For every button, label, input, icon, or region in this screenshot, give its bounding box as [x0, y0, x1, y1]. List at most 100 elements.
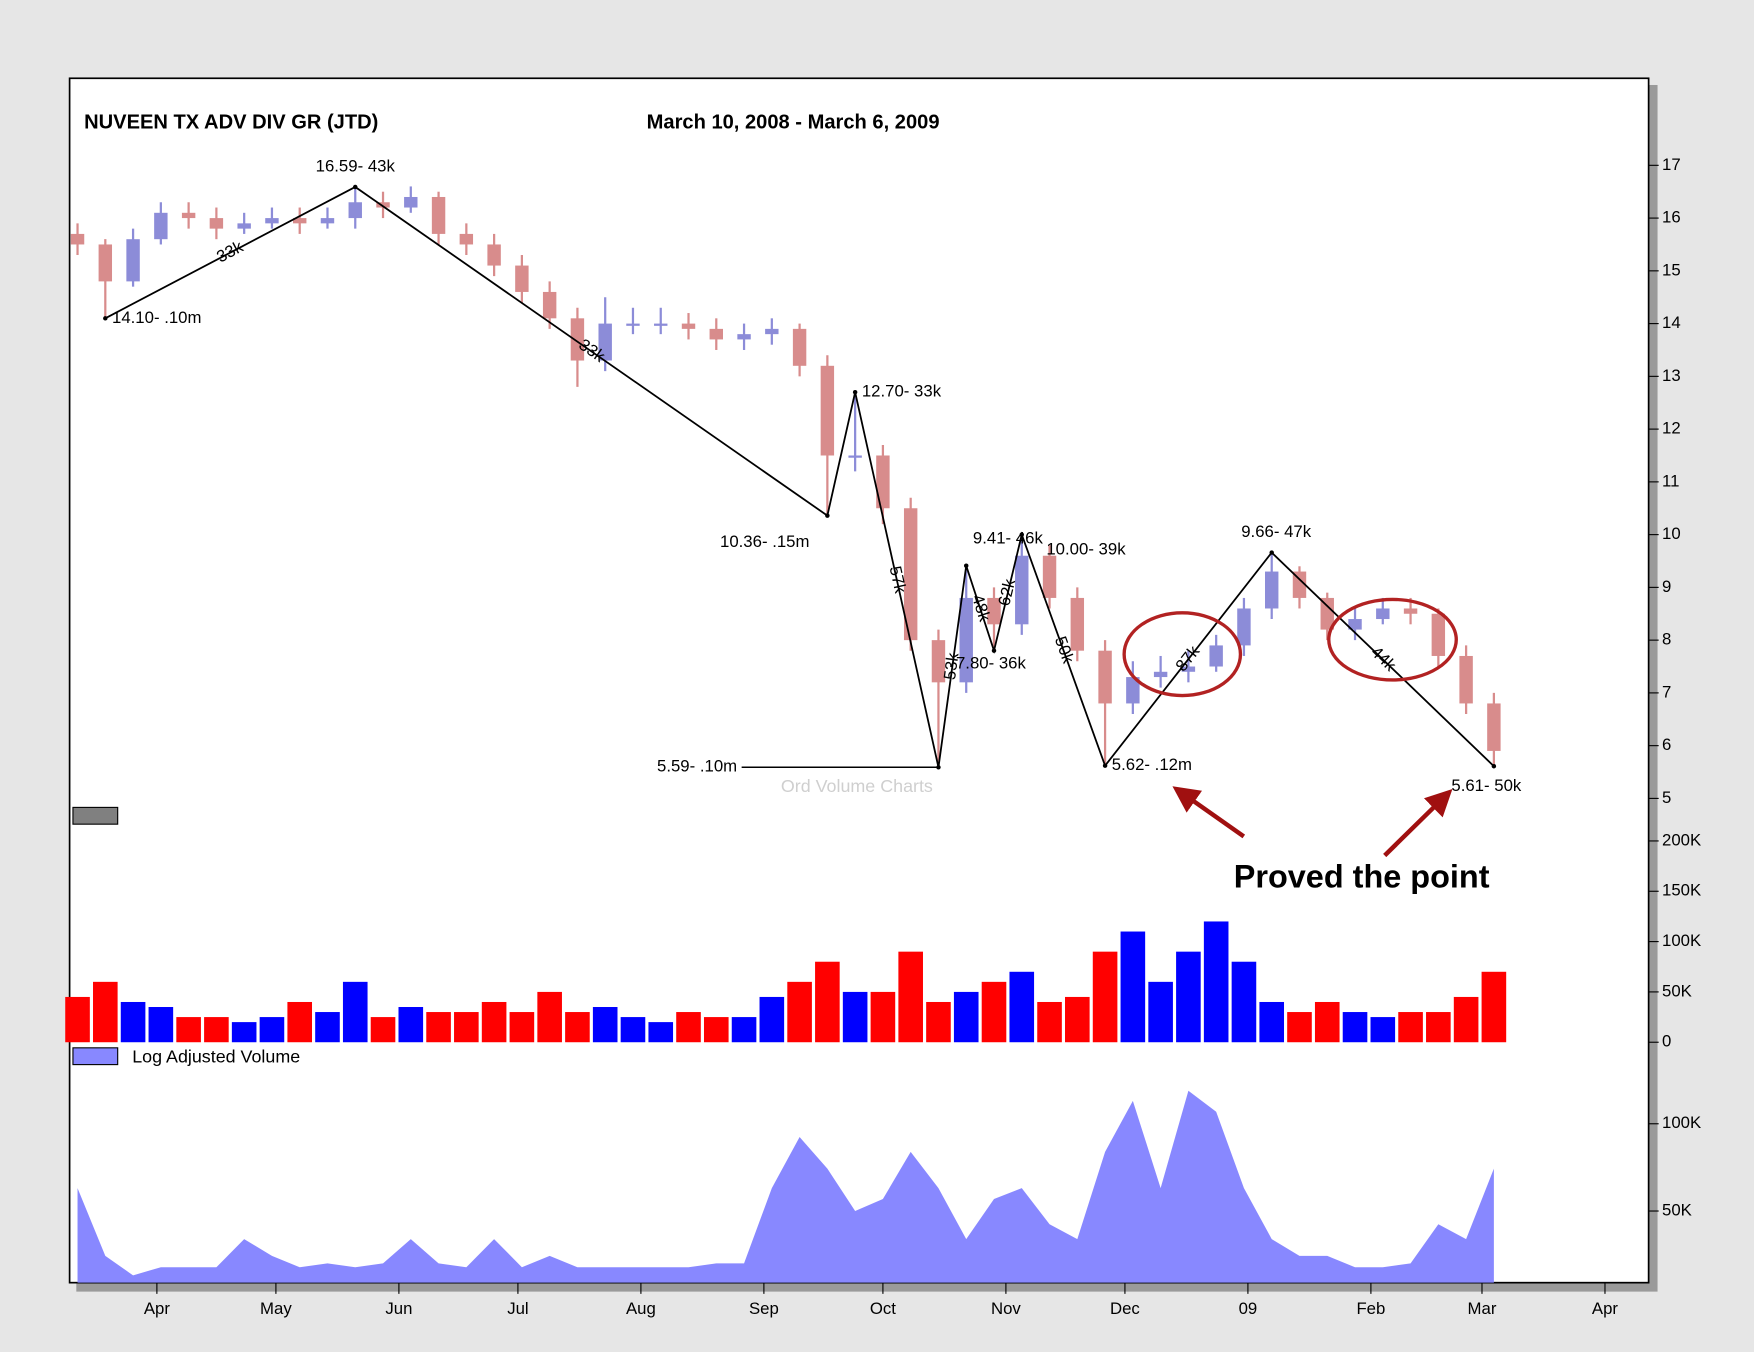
- y-tick-label: 5: [1662, 788, 1671, 807]
- candle-body: [987, 597, 1001, 625]
- y-tick-label: 0: [1662, 1032, 1671, 1051]
- volume-bar: [648, 1022, 674, 1043]
- candle-body: [1153, 671, 1168, 678]
- x-tick-label: Oct: [870, 1299, 896, 1318]
- swing-point: [1491, 763, 1497, 769]
- y-tick-label: 14: [1662, 313, 1681, 332]
- swing-label: 5.61- 50k: [1451, 776, 1522, 795]
- y-tick-label: 13: [1662, 366, 1681, 385]
- swing-label: 12.70- 33k: [862, 382, 942, 401]
- volume-bar: [842, 991, 868, 1043]
- swing-point: [1102, 763, 1108, 768]
- x-tick-label: Dec: [1110, 1299, 1140, 1318]
- volume-bar: [481, 1001, 507, 1043]
- swing-point: [936, 765, 941, 770]
- candle-body: [1403, 608, 1418, 614]
- y-tick-label: 10: [1662, 524, 1681, 543]
- candle-body: [737, 334, 751, 340]
- candle-body: [542, 291, 557, 319]
- volume-bar: [537, 991, 562, 1043]
- volume-bar: [1120, 931, 1146, 1043]
- y-tick-label: 150K: [1662, 881, 1701, 900]
- candle-body: [1431, 613, 1446, 656]
- volume-bar: [370, 1017, 396, 1043]
- annotation: Proved the point: [1234, 859, 1490, 895]
- volume-bar: [1037, 1001, 1062, 1043]
- swing-label: 9.66- 47k: [1241, 522, 1312, 541]
- volume-bar: [315, 1012, 340, 1043]
- volume-bar: [1092, 951, 1118, 1043]
- swing-label: 5.62- .12m: [1112, 755, 1192, 774]
- volume-bar: [1481, 971, 1507, 1043]
- volume-bar: [287, 1001, 313, 1043]
- volume-bar: [870, 991, 896, 1043]
- candle-body: [903, 508, 918, 641]
- swing-point: [963, 563, 969, 568]
- candle-body: [931, 640, 946, 683]
- swing-label: 14.10- .10m: [112, 308, 201, 327]
- volume-bar: [981, 981, 1007, 1043]
- x-tick-label: Feb: [1356, 1299, 1385, 1318]
- candle-body: [792, 328, 807, 366]
- highlight-ellipse: [1327, 597, 1458, 682]
- x-tick-label: Nov: [991, 1299, 1021, 1318]
- candle-body: [1070, 597, 1085, 651]
- volume-bar: [1287, 1012, 1312, 1043]
- candle-body: [1181, 666, 1196, 672]
- volume-bar: [953, 991, 979, 1043]
- volume-bar: [454, 1012, 479, 1043]
- candle-body: [98, 244, 113, 282]
- volume-bar: [398, 1007, 424, 1043]
- candle-body: [487, 244, 501, 266]
- plot-frame: [68, 77, 1650, 1284]
- candle-body: [1487, 703, 1501, 751]
- volume-bar: [342, 981, 368, 1043]
- x-tick-label: Mar: [1468, 1299, 1497, 1318]
- candle-body: [626, 323, 640, 326]
- y-tick-label: 100K: [1662, 1113, 1701, 1132]
- candle-body: [181, 212, 196, 219]
- volume-bar: [1398, 1012, 1423, 1043]
- swing-point: [852, 389, 858, 395]
- candle-body: [1209, 645, 1223, 667]
- swing-label: 10.00- 39k: [1046, 540, 1126, 559]
- candle-body: [848, 455, 862, 458]
- candle-body: [209, 218, 224, 229]
- candle-body: [654, 323, 668, 326]
- volume-bar: [565, 1012, 590, 1043]
- candle-body: [959, 597, 973, 683]
- volume-bar: [1065, 996, 1090, 1043]
- swing-label: 5.59- .10m: [657, 757, 737, 776]
- swing-label: 16.59- 43k: [316, 156, 396, 175]
- legend-swatch: [72, 806, 119, 825]
- y-tick-label: 17: [1662, 155, 1681, 174]
- volume-bar: [176, 1017, 201, 1043]
- volume-bar: [620, 1017, 646, 1043]
- candle-body: [709, 328, 723, 340]
- x-tick-label: Sep: [749, 1299, 779, 1318]
- candle-body: [126, 239, 140, 282]
- volume-bar: [731, 1017, 757, 1043]
- candle-body: [1098, 650, 1112, 704]
- highlight-ellipse: [1122, 611, 1243, 698]
- annotation-arrow: [1172, 786, 1246, 839]
- candle-body: [265, 218, 279, 224]
- x-tick-label: Apr: [144, 1299, 171, 1318]
- candle-body: [237, 223, 251, 229]
- candle-body: [1015, 555, 1029, 625]
- candle-body: [1348, 619, 1362, 630]
- y-tick-label: 16: [1662, 208, 1681, 227]
- volume-bar: [1009, 971, 1035, 1043]
- volume-bar: [259, 1017, 285, 1043]
- y-tick-label: 50K: [1662, 981, 1692, 1000]
- volume-bar: [759, 996, 785, 1043]
- swing-point: [825, 513, 830, 518]
- candle-body: [1320, 597, 1334, 630]
- volume-bar: [1453, 996, 1479, 1043]
- volume-bar: [231, 1022, 257, 1043]
- y-tick-label: 8: [1662, 630, 1671, 649]
- candle-body: [820, 365, 835, 456]
- candle-body: [598, 323, 612, 361]
